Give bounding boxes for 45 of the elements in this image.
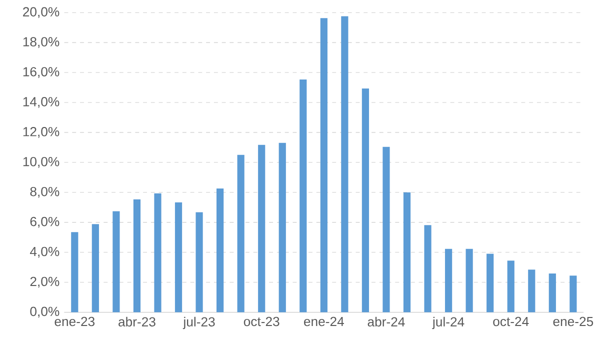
x-tick-label: oct-24 [493, 316, 529, 326]
bar [341, 16, 348, 312]
bar [133, 199, 141, 312]
bar [320, 18, 328, 312]
x-tick-label: ene-24 [304, 316, 344, 326]
bar [258, 144, 266, 312]
x-tick-label: jul-23 [182, 316, 215, 330]
y-tick-label: 10,0% [23, 157, 60, 168]
bar [444, 248, 452, 312]
bar [300, 80, 307, 312]
bar [486, 254, 494, 312]
bar [154, 193, 162, 312]
bar [278, 142, 286, 312]
bar [403, 192, 411, 312]
x-tick-label: ene-25 [553, 316, 594, 326]
bar [216, 188, 224, 312]
bar [548, 274, 556, 312]
x-tick-label: abr-24 [368, 316, 405, 327]
bar [570, 276, 577, 312]
y-tick-label: 12,0% [23, 127, 60, 138]
bar [507, 260, 514, 312]
bar [382, 146, 390, 312]
bar [196, 212, 203, 312]
y-tick-label: 2,0% [30, 276, 60, 288]
bar [528, 270, 536, 312]
y-tick-label: 18,0% [23, 37, 60, 48]
bar [71, 232, 78, 312]
bar [466, 248, 473, 312]
y-tick-label: 0,0% [30, 306, 60, 318]
x-tick-label: jul-24 [432, 316, 464, 330]
y-tick-label: 6,0% [30, 216, 60, 228]
bar [174, 202, 182, 312]
y-tick-label: 16,0% [23, 67, 60, 78]
x-tick-label: abr-23 [118, 316, 156, 327]
bar [92, 224, 99, 312]
y-tick-label: 8,0% [30, 186, 60, 198]
bar [112, 211, 120, 312]
bar [237, 154, 244, 312]
y-tick-label: 14,0% [23, 97, 60, 108]
y-tick-label: 20,0% [23, 7, 60, 18]
bar [362, 88, 370, 312]
x-tick-label: oct-23 [244, 316, 280, 326]
y-tick-label: 4,0% [30, 246, 60, 258]
x-tick-label: ene-23 [54, 316, 95, 326]
bar [424, 225, 432, 312]
